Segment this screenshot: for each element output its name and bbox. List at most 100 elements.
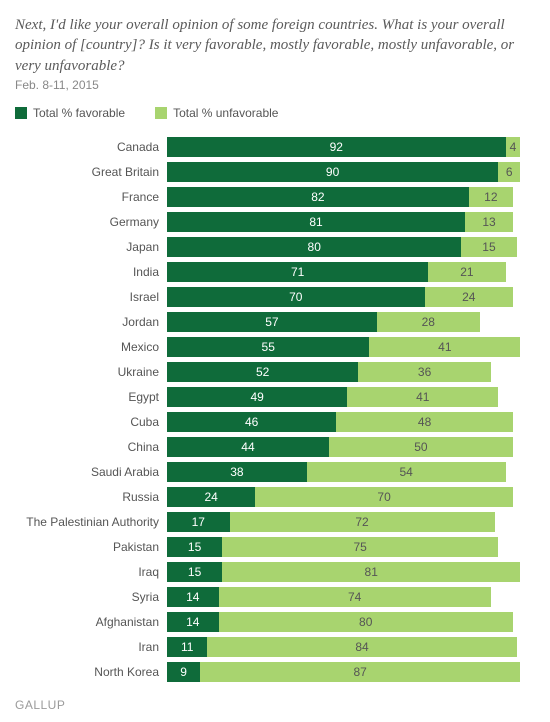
bar-row: Cuba4648 (15, 411, 535, 434)
legend: Total % favorable Total % unfavorable (15, 106, 535, 120)
bar-segment-unfavorable: 74 (219, 587, 491, 607)
bar-segment-favorable: 44 (167, 437, 329, 457)
bar-row: Great Britain906 (15, 161, 535, 184)
bar-chart: Canada924Great Britain906France8212Germa… (15, 136, 535, 684)
country-label: Israel (15, 290, 167, 304)
bar-area: 7121 (167, 262, 535, 282)
bar-segment-unfavorable: 72 (230, 512, 495, 532)
country-label: Great Britain (15, 165, 167, 179)
country-label: India (15, 265, 167, 279)
country-label: Russia (15, 490, 167, 504)
country-label: Saudi Arabia (15, 465, 167, 479)
country-label: Syria (15, 590, 167, 604)
bar-area: 5541 (167, 337, 535, 357)
legend-label-favorable: Total % favorable (33, 106, 125, 120)
country-label: Iraq (15, 565, 167, 579)
bar-area: 4450 (167, 437, 535, 457)
bar-area: 5236 (167, 362, 535, 382)
bar-row: Germany8113 (15, 211, 535, 234)
bar-segment-favorable: 92 (167, 137, 506, 157)
bar-segment-favorable: 14 (167, 612, 219, 632)
source-label: GALLUP (15, 698, 535, 712)
bar-segment-unfavorable: 48 (336, 412, 513, 432)
bar-segment-favorable: 11 (167, 637, 207, 657)
bar-area: 8113 (167, 212, 535, 232)
bar-segment-unfavorable: 50 (329, 437, 513, 457)
country-label: Jordan (15, 315, 167, 329)
bar-segment-unfavorable: 21 (428, 262, 505, 282)
bar-segment-favorable: 14 (167, 587, 219, 607)
bar-row: Iran1184 (15, 636, 535, 659)
bar-area: 1480 (167, 612, 535, 632)
bar-segment-favorable: 90 (167, 162, 498, 182)
bar-segment-favorable: 57 (167, 312, 377, 332)
country-label: Pakistan (15, 540, 167, 554)
bar-segment-favorable: 17 (167, 512, 230, 532)
bar-segment-favorable: 70 (167, 287, 425, 307)
country-label: Iran (15, 640, 167, 654)
bar-segment-unfavorable: 41 (369, 337, 520, 357)
bar-row: Canada924 (15, 136, 535, 159)
bar-segment-unfavorable: 70 (255, 487, 513, 507)
bar-area: 1184 (167, 637, 535, 657)
country-label: Japan (15, 240, 167, 254)
bar-segment-favorable: 81 (167, 212, 465, 232)
bar-area: 8212 (167, 187, 535, 207)
bar-segment-unfavorable: 28 (377, 312, 480, 332)
bar-segment-unfavorable: 41 (347, 387, 498, 407)
chart-subtitle: Feb. 8-11, 2015 (15, 78, 535, 92)
legend-item-unfavorable: Total % unfavorable (155, 106, 278, 120)
bar-segment-unfavorable: 4 (506, 137, 521, 157)
bar-row: Japan8015 (15, 236, 535, 259)
bar-row: Egypt4941 (15, 386, 535, 409)
country-label: The Palestinian Authority (15, 515, 167, 529)
bar-segment-unfavorable: 84 (207, 637, 516, 657)
country-label: Mexico (15, 340, 167, 354)
bar-area: 5728 (167, 312, 535, 332)
country-label: Germany (15, 215, 167, 229)
bar-area: 1581 (167, 562, 535, 582)
bar-segment-favorable: 46 (167, 412, 336, 432)
legend-label-unfavorable: Total % unfavorable (173, 106, 278, 120)
country-label: Egypt (15, 390, 167, 404)
bar-segment-unfavorable: 36 (358, 362, 490, 382)
bar-row: Ukraine5236 (15, 361, 535, 384)
country-label: Ukraine (15, 365, 167, 379)
bar-segment-unfavorable: 24 (425, 287, 513, 307)
bar-area: 4648 (167, 412, 535, 432)
country-label: Cuba (15, 415, 167, 429)
bar-row: Afghanistan1480 (15, 611, 535, 634)
bar-segment-unfavorable: 12 (469, 187, 513, 207)
country-label: North Korea (15, 665, 167, 679)
bar-segment-unfavorable: 15 (461, 237, 516, 257)
bar-segment-unfavorable: 75 (222, 537, 498, 557)
bar-segment-favorable: 15 (167, 537, 222, 557)
bar-segment-favorable: 55 (167, 337, 369, 357)
bar-segment-favorable: 15 (167, 562, 222, 582)
bar-row: The Palestinian Authority1772 (15, 511, 535, 534)
country-label: France (15, 190, 167, 204)
bar-row: France8212 (15, 186, 535, 209)
bar-segment-favorable: 52 (167, 362, 358, 382)
bar-area: 906 (167, 162, 535, 182)
bar-area: 3854 (167, 462, 535, 482)
bar-row: Syria1474 (15, 586, 535, 609)
bar-segment-unfavorable: 87 (200, 662, 520, 682)
bar-segment-favorable: 71 (167, 262, 428, 282)
legend-swatch-favorable (15, 107, 27, 119)
bar-area: 1474 (167, 587, 535, 607)
bar-area: 7024 (167, 287, 535, 307)
bar-row: Jordan5728 (15, 311, 535, 334)
bar-row: China4450 (15, 436, 535, 459)
bar-row: Russia2470 (15, 486, 535, 509)
bar-segment-unfavorable: 80 (219, 612, 513, 632)
bar-segment-unfavorable: 13 (465, 212, 513, 232)
bar-area: 1772 (167, 512, 535, 532)
bar-segment-unfavorable: 81 (222, 562, 520, 582)
legend-item-favorable: Total % favorable (15, 106, 125, 120)
bar-segment-unfavorable: 54 (307, 462, 506, 482)
bar-row: Iraq1581 (15, 561, 535, 584)
bar-row: Pakistan1575 (15, 536, 535, 559)
country-label: Afghanistan (15, 615, 167, 629)
bar-row: Saudi Arabia3854 (15, 461, 535, 484)
